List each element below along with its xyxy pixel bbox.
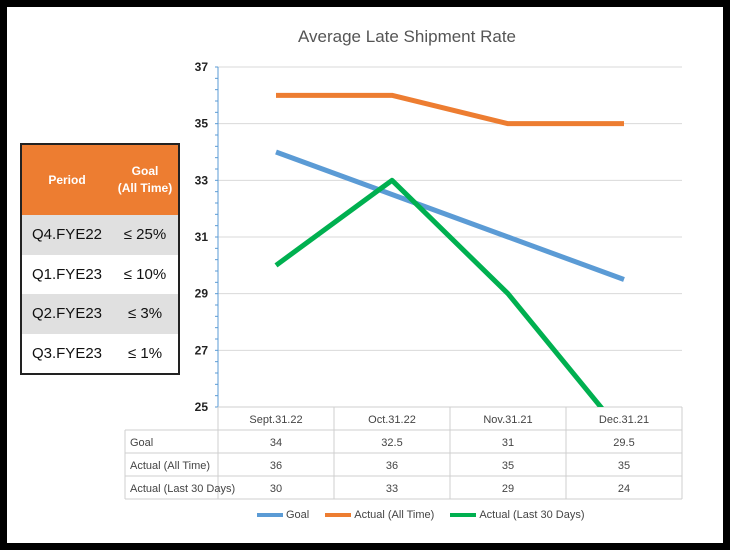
period-header: Period [48,173,86,187]
table-row: Q1.FYE23 ≤ 10% [22,255,178,295]
data-label: 30 [270,483,282,495]
data-label: 29 [502,483,514,495]
x-category-label: Nov.31.21 [483,414,532,426]
goal-cell: ≤ 25% [123,226,167,244]
goal-cell: ≤ 3% [127,305,163,323]
table-row: Q4.FYE22 ≤ 25% [22,215,178,255]
data-label: 34 [270,437,282,449]
y-tick-label: 37 [195,60,209,74]
data-label: 31 [502,437,514,449]
data-label: 36 [270,460,282,472]
table-row: Q2.FYE23 ≤ 3% [22,294,178,334]
chart-svg: 25 27 29 31 33 35 37 Sept.31.22 Oct.31.22 Nov.31.… [124,60,683,500]
goal-table: Period Goal (All Time) Q4.FYE22 ≤ 25% Q1… [20,143,180,375]
data-label: 35 [618,460,630,472]
goal-header-line1: Goal [131,164,159,178]
x-category-label: Dec.31.21 [599,414,649,426]
goal-cell: ≤ 1% [127,344,163,362]
period-cell: Q3.FYE23 [31,344,103,362]
legend-swatch-actual-last-30 [450,513,477,517]
series-line-0 [275,149,625,282]
period-cell: Q1.FYE23 [31,265,103,283]
y-tick-label: 25 [195,400,209,414]
period-cell: Q2.FYE23 [31,305,103,323]
data-label: 32.5 [381,437,402,449]
goal-header-line2: (All Time) [117,181,173,195]
legend-label-goal: Goal [286,509,310,521]
goal-cell: ≤ 10% [123,265,167,283]
table-row: Q3.FYE23 ≤ 1% [22,334,178,374]
table-series-name: Goal [130,437,153,449]
legend-swatch-goal [257,513,283,517]
goal-header: Goal (All Time) [112,163,178,197]
chart-title: Average Late Shipment Rate [298,27,516,46]
data-label: 33 [386,483,398,495]
data-label: 36 [386,460,398,472]
y-tick-label: 33 [195,173,209,187]
data-label: 29.5 [613,437,634,449]
y-tick-label: 29 [195,287,209,301]
series-line-2 [274,177,605,407]
legend-item-actual-all-time: Actual (All Time) [325,509,434,521]
x-category-label: Oct.31.22 [368,414,416,426]
chart-frame: 25 27 29 31 33 35 37 Sept.31.22 Oct.31.22 Nov.31.… [7,7,723,543]
data-label: 24 [618,483,630,495]
legend-swatch-actual-all-time [325,513,352,517]
table-series-name: Actual (Last 30 Days) [130,483,235,495]
legend-item-actual-last-30: Actual (Last 30 Days) [450,509,584,521]
goal-table-header: Period Goal (All Time) [22,145,178,215]
period-cell: Q4.FYE22 [31,226,103,244]
x-category-label: Sept.31.22 [249,414,302,426]
legend-item-goal: Goal [257,509,309,521]
y-tick-label: 27 [195,343,209,357]
legend-label-actual-all-time: Actual (All Time) [354,509,435,521]
table-series-name: Actual (All Time) [130,460,210,472]
data-label: 35 [502,460,514,472]
legend-label-actual-last-30: Actual (Last 30 Days) [479,509,585,521]
y-tick-label: 35 [195,117,209,131]
series-line-1 [276,92,624,127]
y-tick-label: 31 [195,230,209,244]
chart-legend: Goal Actual (All Time) Actual (Last 30 D… [257,509,584,521]
